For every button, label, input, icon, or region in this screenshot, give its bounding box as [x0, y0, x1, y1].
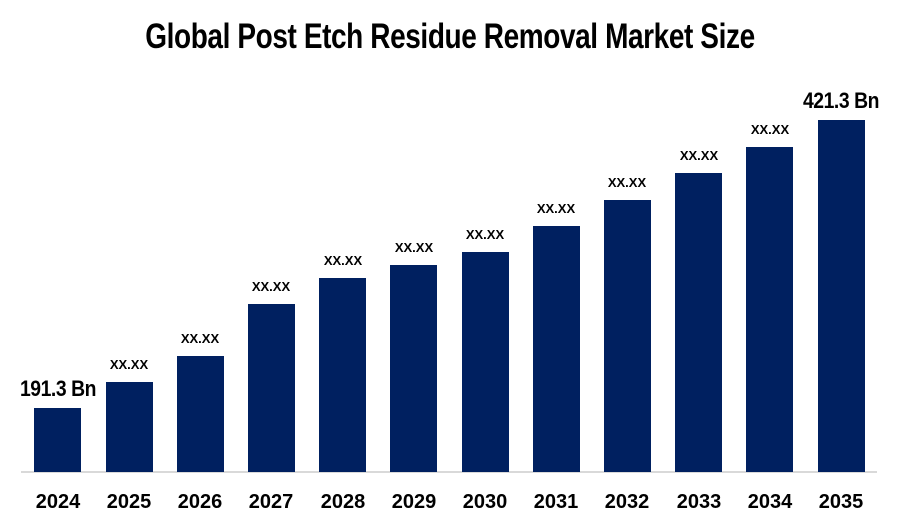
bar-2031	[533, 226, 580, 472]
x-axis-line	[21, 471, 877, 473]
bar-2034	[746, 147, 793, 472]
x-axis-label-2033: 2033	[676, 491, 722, 513]
bar-value-label-2029: XX.XX	[394, 240, 434, 255]
bar-value-label-2033: XX.XX	[679, 148, 719, 163]
x-axis-label-2032: 2032	[604, 491, 650, 513]
x-axis-label-2030: 2030	[462, 491, 508, 513]
bar-value-label-2031: XX.XX	[536, 201, 576, 216]
bar-2029	[390, 265, 437, 472]
bar-value-label-2027: XX.XX	[251, 279, 291, 294]
bar-value-label-2024: 191.3 Bn	[19, 376, 97, 401]
bar-2035	[818, 120, 865, 472]
bar-2030	[462, 252, 509, 472]
x-axis-label-2025: 2025	[106, 491, 152, 513]
x-axis-label-2035: 2035	[818, 491, 864, 513]
bar-value-label-2026: XX.XX	[180, 331, 220, 346]
bar-value-label-2032: XX.XX	[607, 175, 647, 190]
bar-value-label-2030: XX.XX	[465, 227, 505, 242]
bar-2028	[319, 278, 366, 472]
bar-value-label-2025: XX.XX	[109, 357, 149, 372]
bar-2027	[248, 304, 295, 472]
x-axis-label-2029: 2029	[391, 491, 437, 513]
x-axis-label-2028: 2028	[320, 491, 366, 513]
x-axis-label-2024: 2024	[35, 491, 81, 513]
bar-2033	[675, 173, 722, 472]
x-axis-label-2034: 2034	[747, 491, 793, 513]
x-axis-label-2031: 2031	[533, 491, 579, 513]
bar-value-label-2035: 421.3 Bn	[802, 88, 880, 113]
chart-title: Global Post Etch Residue Removal Market …	[145, 17, 755, 56]
bar-2032	[604, 200, 651, 472]
x-axis-label-2027: 2027	[248, 491, 294, 513]
bar-value-label-2028: XX.XX	[323, 253, 363, 268]
x-axis-label-2026: 2026	[177, 491, 223, 513]
bar-value-label-2034: XX.XX	[750, 122, 790, 137]
bar-2024	[34, 408, 81, 472]
bar-2025	[106, 382, 153, 472]
bar-2026	[177, 356, 224, 472]
